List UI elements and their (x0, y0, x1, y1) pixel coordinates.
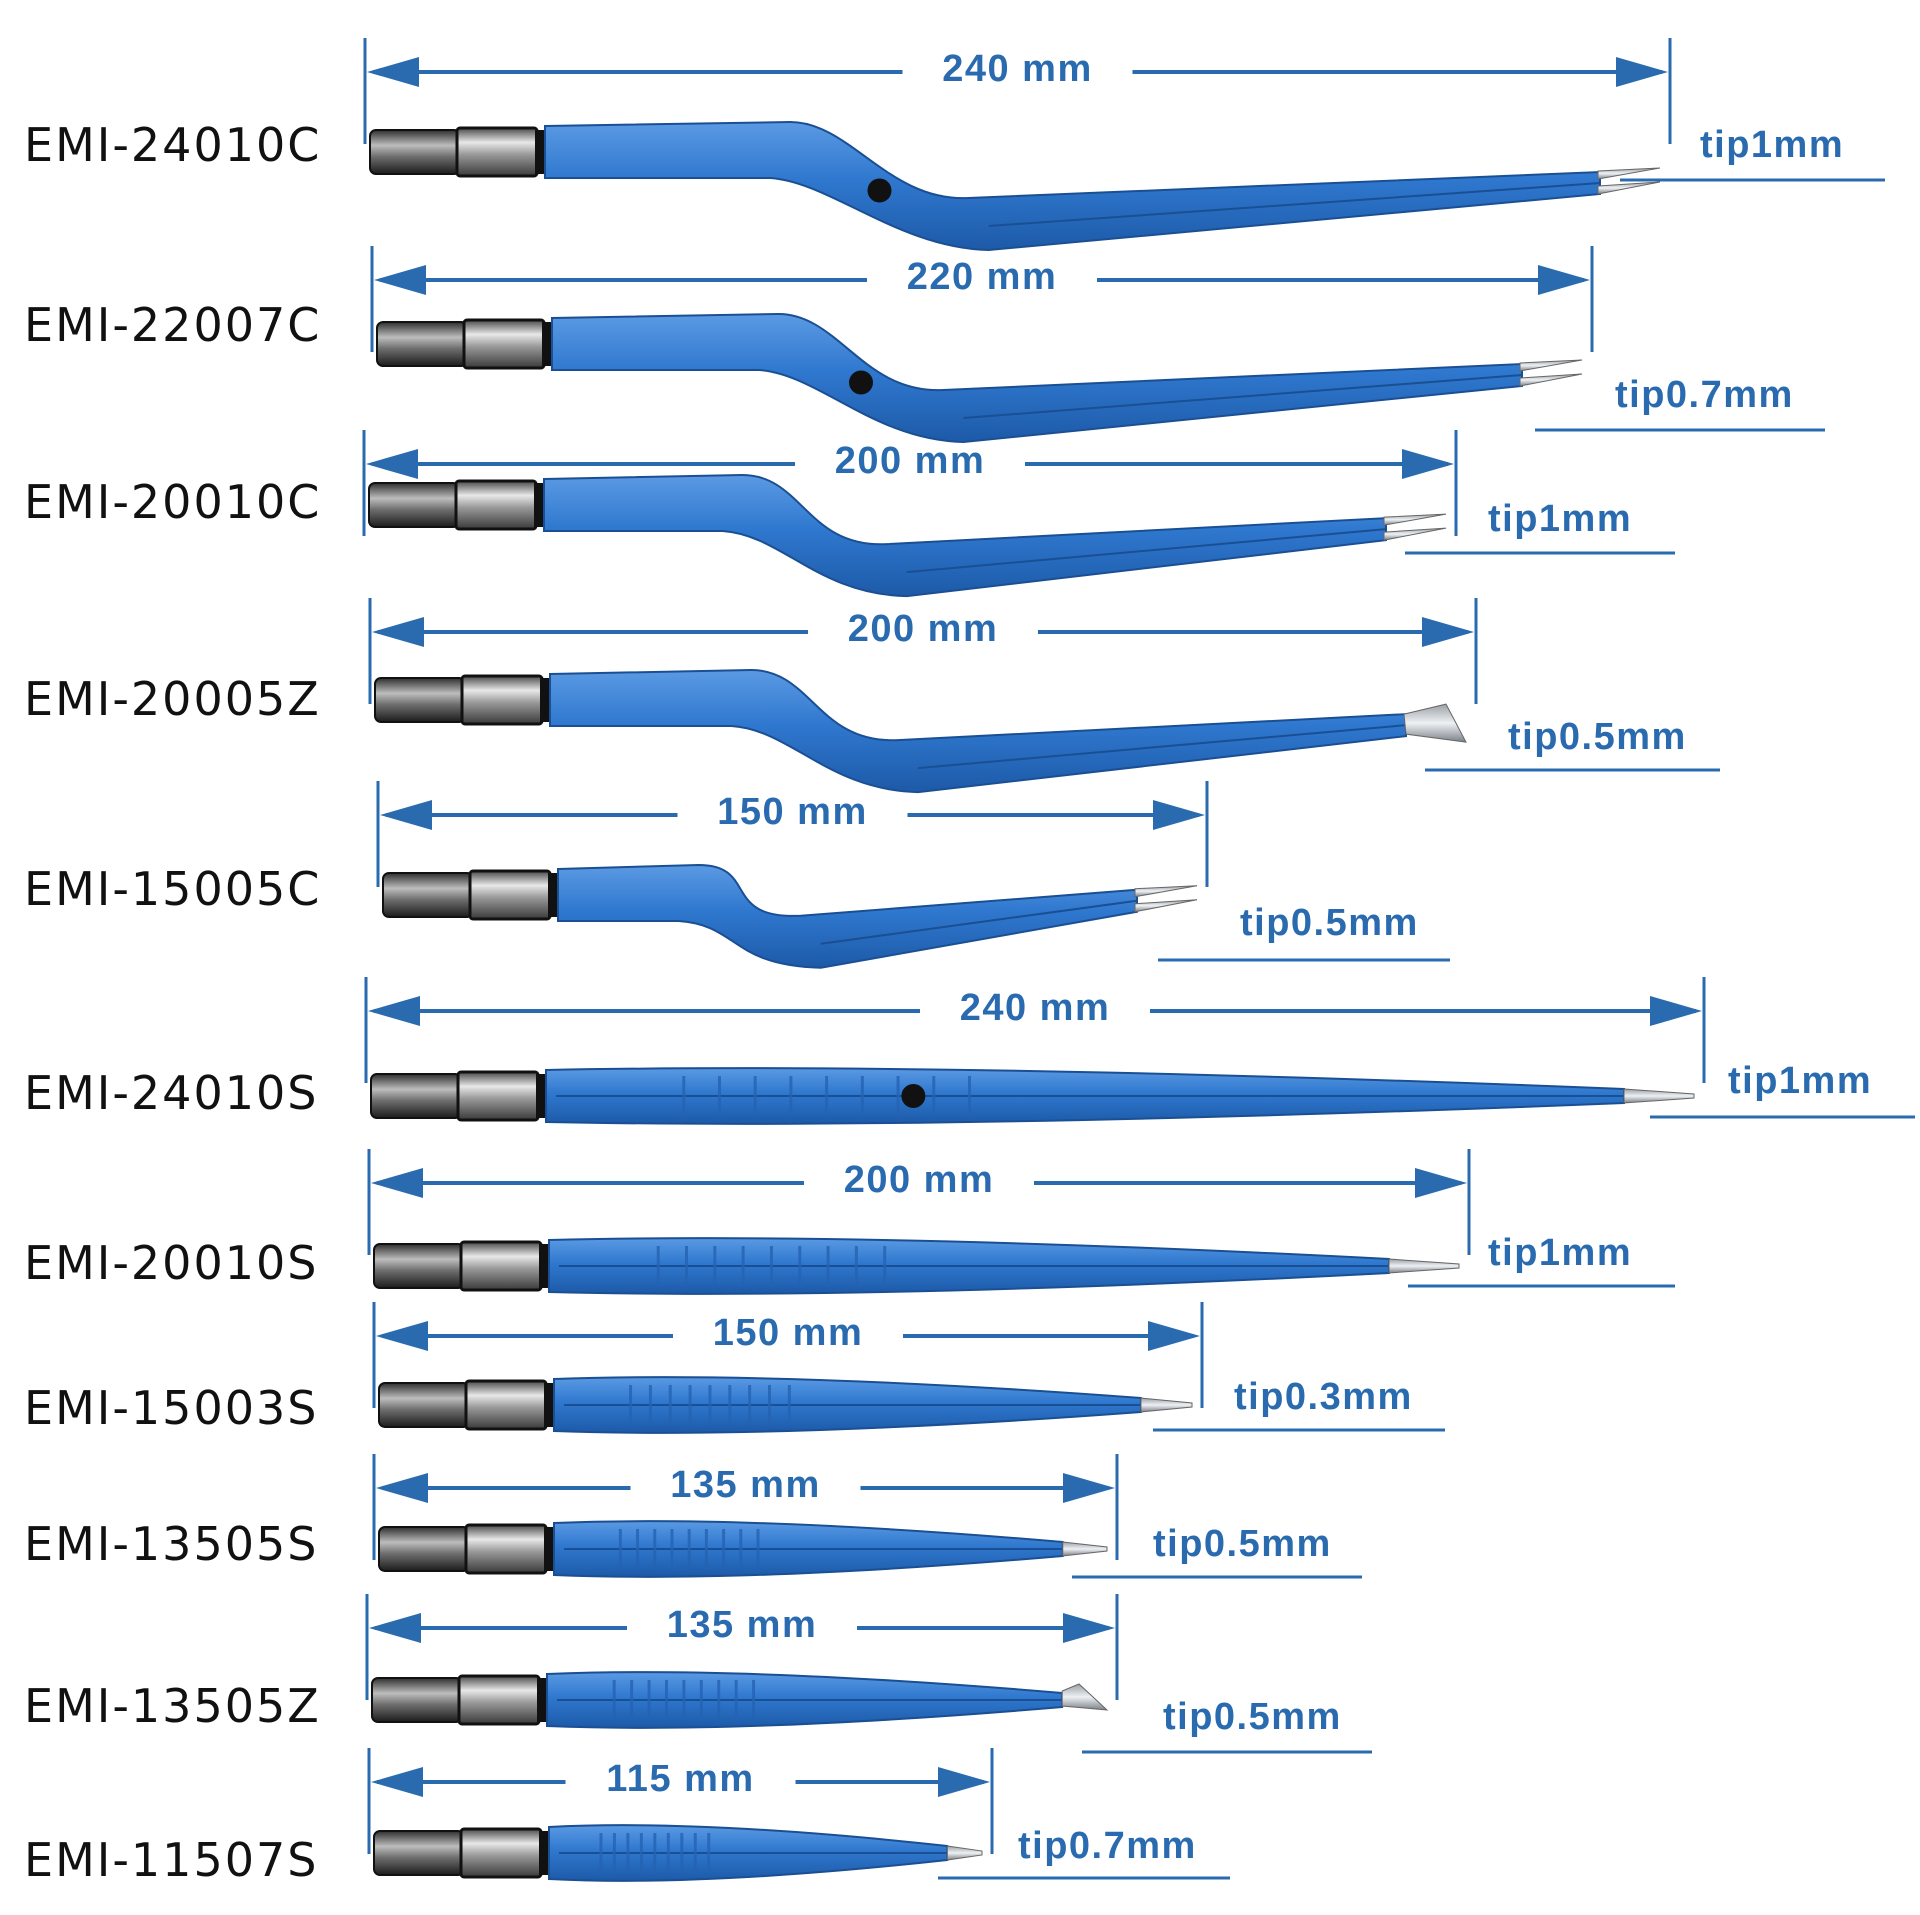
model-number: EMI-22007C (24, 298, 322, 352)
bipolar-forceps-bayonet-icon (376, 312, 1583, 444)
arrow-left-icon (372, 617, 424, 647)
model-number: EMI-15003S (24, 1381, 319, 1435)
bipolar-forceps-bayonet-icon (382, 863, 1198, 969)
tip-size-label: tip0.5mm (1508, 716, 1687, 758)
length-label: 135 mm (666, 1604, 818, 1646)
arrow-right-icon (1538, 265, 1590, 295)
model-number: EMI-15005C (24, 862, 322, 916)
arrow-left-icon (367, 57, 419, 87)
arrow-right-icon (1153, 800, 1205, 830)
model-number: EMI-20010S (24, 1236, 319, 1290)
bipolar-forceps-bayonet-angled-icon (374, 668, 1467, 794)
model-number: EMI-11507S (24, 1833, 319, 1887)
tip-size-label: tip1mm (1488, 1232, 1633, 1274)
arrow-right-icon (1402, 449, 1454, 479)
dimension-line (376, 781, 1209, 887)
tip-size-label: tip0.5mm (1240, 902, 1419, 944)
arrow-left-icon (369, 1613, 421, 1643)
dimension-line (362, 430, 1458, 536)
arrow-right-icon (1616, 57, 1668, 87)
arrow-right-icon (1650, 996, 1702, 1026)
tip-size-label: tip0.7mm (1615, 374, 1794, 416)
dimension-line (363, 38, 1672, 144)
arrow-right-icon (1422, 617, 1474, 647)
model-number: EMI-24010S (24, 1066, 319, 1120)
bipolar-forceps-straight-icon (373, 1237, 1460, 1295)
model-number: EMI-20010C (24, 475, 322, 529)
length-label: 220 mm (906, 256, 1058, 298)
tip-size-label: tip0.3mm (1234, 1376, 1413, 1418)
model-number: EMI-13505Z (24, 1679, 321, 1733)
arrow-right-icon (1063, 1473, 1115, 1503)
dimension-line (365, 1594, 1119, 1700)
length-label: 240 mm (959, 987, 1111, 1029)
arrow-left-icon (376, 1321, 428, 1351)
length-label: 135 mm (670, 1464, 821, 1506)
dimension-line (367, 1748, 994, 1854)
rivet-icon (901, 1084, 926, 1108)
dimension-line (364, 977, 1706, 1083)
model-number: EMI-20005Z (24, 672, 321, 726)
dimension-line (370, 246, 1594, 352)
arrow-right-icon (1415, 1168, 1467, 1198)
bipolar-forceps-bayonet-icon (368, 473, 1447, 598)
length-label: 150 mm (717, 791, 868, 833)
tip-size-label: tip0.7mm (1018, 1825, 1197, 1867)
arrow-left-icon (374, 265, 426, 295)
bipolar-forceps-angled-icon (371, 1671, 1109, 1729)
bipolar-forceps-bayonet-icon (369, 120, 1661, 252)
model-number: EMI-13505S (24, 1517, 319, 1571)
length-label: 115 mm (606, 1758, 755, 1800)
arrow-right-icon (1063, 1613, 1115, 1643)
length-label: 200 mm (843, 1159, 995, 1201)
arrow-left-icon (371, 1767, 423, 1797)
arrow-left-icon (368, 996, 420, 1026)
bipolar-forceps-straight-icon (370, 1067, 1695, 1125)
dimension-line (372, 1302, 1204, 1408)
arrow-left-icon (371, 1168, 423, 1198)
arrow-left-icon (366, 449, 418, 479)
dimension-line (367, 1149, 1471, 1255)
arrow-right-icon (1148, 1321, 1200, 1351)
length-label: 240 mm (942, 48, 1093, 90)
length-label: 150 mm (712, 1312, 864, 1354)
bipolar-forceps-straight-icon (378, 1520, 1108, 1578)
arrow-left-icon (376, 1473, 428, 1503)
tip-size-label: tip1mm (1728, 1060, 1873, 1102)
dimension-line (368, 598, 1478, 704)
tip-size-label: tip0.5mm (1163, 1696, 1342, 1738)
tip-size-label: tip1mm (1700, 124, 1845, 166)
tip-size-label: tip1mm (1488, 498, 1633, 540)
dimension-line (372, 1454, 1119, 1560)
bipolar-forceps-straight-icon (378, 1376, 1193, 1434)
rivet-icon (867, 178, 892, 203)
model-number: EMI-24010C (24, 118, 322, 172)
length-label: 200 mm (847, 608, 999, 650)
rivet-icon (849, 370, 873, 395)
length-label: 200 mm (834, 440, 986, 482)
arrow-right-icon (938, 1767, 990, 1797)
tip-size-label: tip0.5mm (1153, 1523, 1332, 1565)
arrow-left-icon (380, 800, 432, 830)
bipolar-forceps-straight-icon (373, 1824, 983, 1882)
